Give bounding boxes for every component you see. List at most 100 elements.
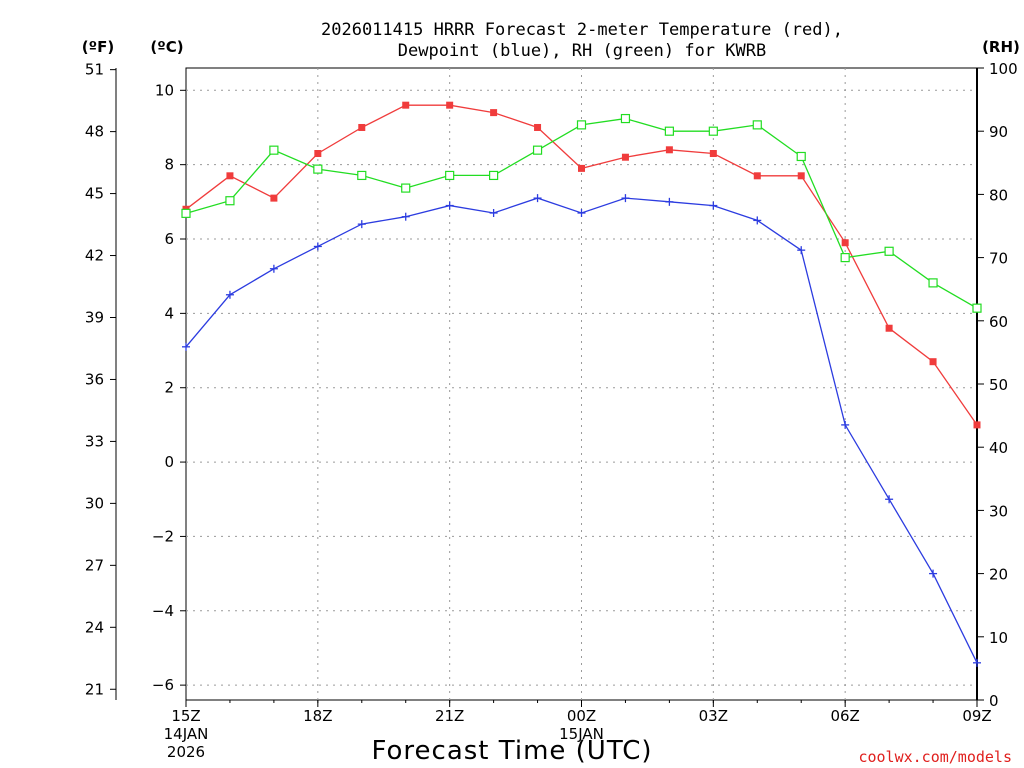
series-layer: [181, 101, 982, 667]
rh-point: [401, 183, 411, 193]
dewpoint-point: [489, 208, 498, 217]
dewpoint-point: [621, 194, 630, 203]
fahrenheit-unit-label: (ºF): [82, 38, 114, 56]
x-tick-label: 15Z: [171, 707, 200, 725]
temperature-point: [709, 150, 717, 158]
rh-point: [313, 164, 323, 174]
dewpoint-point: [929, 569, 938, 578]
rh-tick-label: 40: [989, 439, 1008, 457]
temperature-point: [753, 172, 761, 180]
rh-point: [752, 120, 762, 130]
dewpoint-point: [753, 216, 762, 225]
rh-point: [181, 208, 191, 218]
dewpoint-point: [533, 194, 542, 203]
x-tick-label: 06Z: [830, 707, 859, 725]
x-tick-label: 03Z: [699, 707, 728, 725]
fahrenheit-tick-label: 36: [85, 370, 104, 388]
x-tick-label: 21Z: [435, 707, 464, 725]
rh-point: [532, 145, 543, 155]
fahrenheit-tick-label: 33: [85, 432, 104, 450]
rh-point: [576, 120, 587, 130]
celsius-tick-label: 4: [164, 304, 174, 322]
celsius-unit-label: (ºC): [150, 38, 183, 56]
temperature-point: [226, 172, 234, 180]
temperature-point: [665, 146, 673, 154]
rh-point: [620, 113, 631, 124]
dewpoint-point: [709, 201, 718, 210]
temperature-point: [446, 101, 454, 109]
celsius-tick-label: −4: [152, 602, 174, 620]
x-tick-year-label: 2026: [167, 743, 205, 761]
fahrenheit-tick-label: 42: [85, 247, 104, 265]
x-tick-label: 18Z: [303, 707, 332, 725]
rh-point: [928, 278, 938, 288]
dewpoint-point: [841, 420, 850, 429]
fahrenheit-tick-label: 24: [85, 618, 104, 636]
rh-tick-label: 30: [989, 502, 1008, 520]
temperature-point: [402, 101, 410, 109]
chart-title-line1: 2026011415 HRRR Forecast 2-meter Tempera…: [321, 20, 843, 40]
celsius-tick-label: 10: [155, 81, 174, 99]
temperature-point: [578, 164, 585, 172]
temperature-point: [841, 239, 849, 247]
rh-point: [445, 170, 455, 181]
rh-point: [972, 303, 982, 313]
chart-title-line2: Dewpoint (blue), RH (green) for KWRB: [398, 41, 766, 61]
dewpoint-point: [182, 342, 190, 351]
rh-point: [796, 151, 806, 162]
rh-point: [489, 170, 499, 181]
x-tick-label: 09Z: [962, 707, 991, 725]
celsius-tick-label: −2: [152, 527, 174, 545]
x-axis-title: Forecast Time (UTC): [371, 736, 652, 766]
rh-point: [840, 253, 850, 263]
rh-point: [884, 246, 894, 256]
rh-tick-label: 50: [989, 376, 1008, 394]
celsius-tick-label: 6: [164, 230, 174, 248]
temperature-point: [797, 172, 805, 180]
dewpoint-point: [313, 242, 322, 251]
rh-point: [708, 126, 718, 136]
temperature-point: [973, 421, 981, 429]
rh-tick-label: 10: [989, 629, 1008, 647]
rh-tick-label: 100: [989, 60, 1018, 78]
temperature-point: [490, 109, 498, 117]
dewpoint-point: [269, 264, 278, 273]
rh-point: [225, 196, 235, 206]
fahrenheit-tick-label: 51: [85, 61, 104, 79]
rh-point: [269, 145, 279, 155]
celsius-tick-label: 8: [164, 156, 174, 174]
dewpoint-point: [401, 212, 410, 221]
temperature-point: [358, 123, 366, 131]
rh-tick-label: 60: [989, 313, 1008, 331]
x-tick-date-label: 15JAN: [559, 725, 604, 743]
dewpoint-point: [577, 208, 586, 217]
x-tick-date-label: 14JAN: [164, 725, 209, 743]
rh-tick-label: 70: [989, 250, 1008, 268]
rh-tick-label: 0: [989, 692, 999, 710]
rh-unit-label: (RH): [982, 38, 1020, 56]
temperature-point: [270, 194, 278, 202]
temperature-point: [534, 123, 542, 131]
fahrenheit-tick-label: 48: [85, 123, 104, 141]
temperature-point: [314, 150, 322, 158]
celsius-tick-label: 2: [164, 379, 174, 397]
celsius-tick-label: 0: [164, 453, 174, 471]
fahrenheit-tick-label: 27: [85, 556, 104, 574]
temperature-point: [621, 153, 629, 161]
dewpoint-point: [973, 658, 981, 667]
dewpoint-point: [225, 290, 234, 299]
dewpoint-point: [445, 201, 454, 210]
dewpoint-point: [665, 197, 674, 206]
temperature-point: [929, 358, 937, 366]
grid-layer: [186, 68, 977, 700]
fahrenheit-tick-label: 30: [85, 494, 104, 512]
credit-label: coolwx.com/models: [858, 748, 1012, 766]
temperature-point: [885, 324, 893, 332]
celsius-tick-label: −6: [152, 676, 174, 694]
fahrenheit-tick-label: 21: [85, 680, 104, 698]
fahrenheit-tick-label: 45: [85, 185, 104, 203]
fahrenheit-tick-label: 39: [85, 308, 104, 326]
rh-tick-label: 20: [989, 566, 1008, 584]
